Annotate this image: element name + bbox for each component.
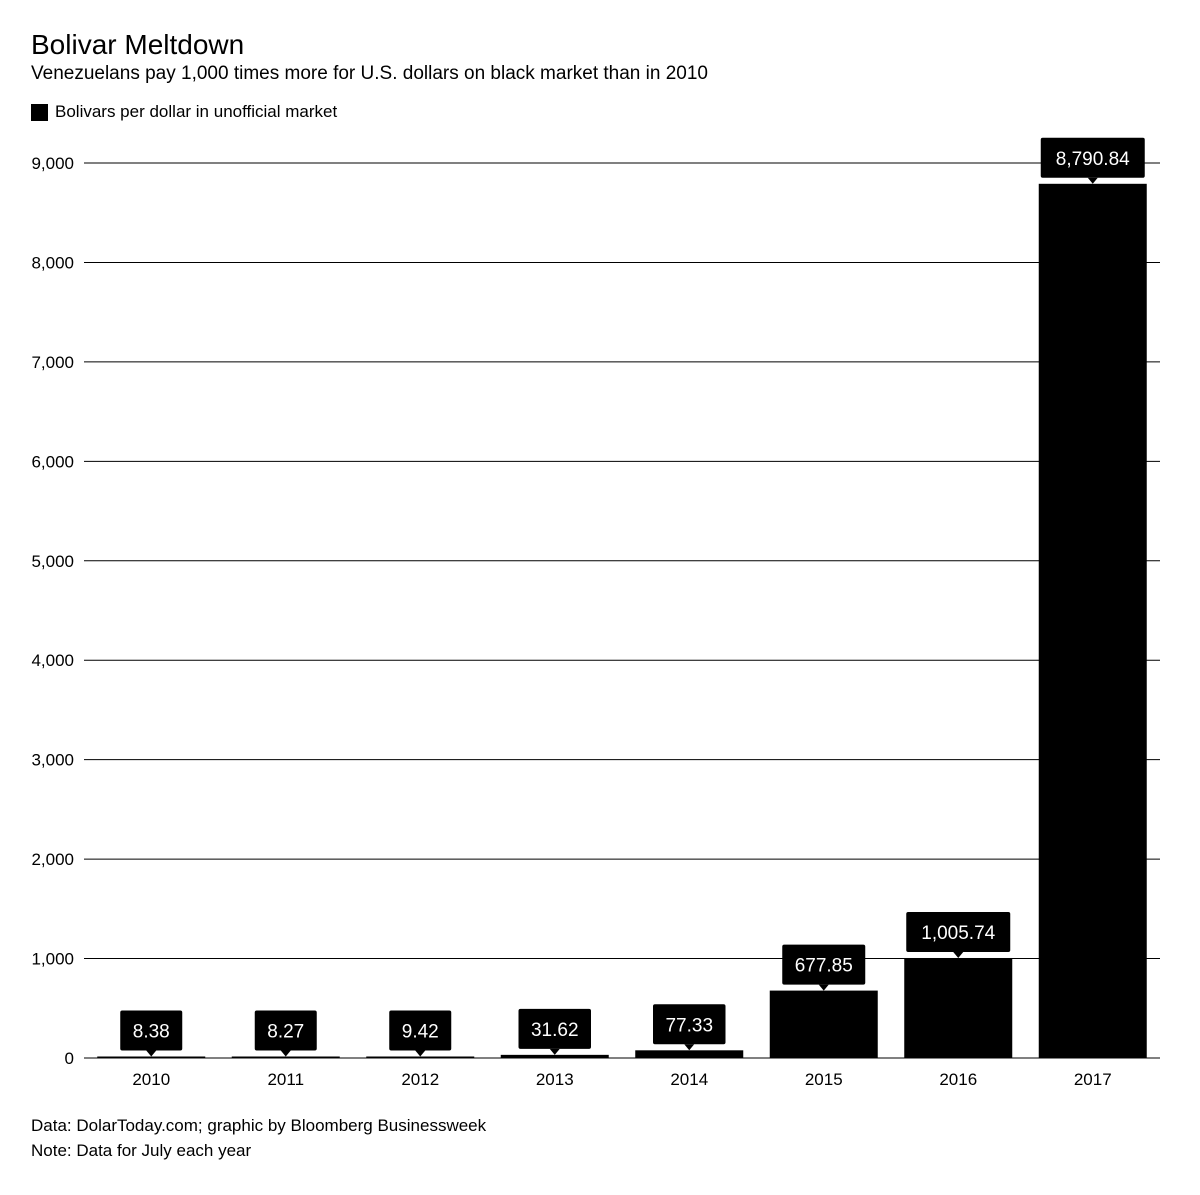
data-label: 8.38	[133, 1022, 170, 1043]
y-tick-label: 3,000	[31, 751, 74, 770]
data-label-pointer	[549, 1048, 560, 1055]
bar	[769, 990, 878, 1058]
y-tick-label: 5,000	[31, 552, 74, 571]
bar	[1038, 183, 1147, 1058]
data-label-pointer	[1087, 177, 1098, 184]
data-label-box	[120, 1010, 183, 1051]
y-tick-label: 9,000	[31, 154, 74, 173]
legend-label: Bolivars per dollar in unofficial market	[55, 102, 338, 121]
bar	[500, 1054, 609, 1058]
data-label: 77.33	[665, 1015, 713, 1036]
data-note: Note: Data for July each year	[31, 1141, 252, 1160]
x-tick-label: 2012	[401, 1070, 439, 1089]
source-note: Data: DolarToday.com; graphic by Bloombe…	[31, 1116, 487, 1135]
data-label-pointer	[818, 984, 829, 991]
x-tick-label: 2010	[132, 1070, 170, 1089]
data-label-box	[782, 944, 866, 985]
data-label: 1,005.74	[921, 923, 995, 944]
data-label-pointer	[684, 1044, 695, 1051]
bar	[904, 957, 1013, 1058]
data-label-box	[518, 1008, 591, 1049]
x-tick-label: 2013	[536, 1070, 574, 1089]
data-label-box	[254, 1010, 317, 1051]
legend-swatch	[31, 103, 48, 121]
y-tick-label: 7,000	[31, 353, 74, 372]
y-tick-label: 2,000	[31, 850, 74, 869]
x-tick-label: 2015	[805, 1070, 843, 1089]
data-label-pointer	[953, 951, 964, 958]
y-tick-label: 0	[65, 1049, 74, 1068]
bar	[231, 1056, 340, 1058]
chart-title: Bolivar Meltdown	[31, 29, 245, 60]
data-label-box	[653, 1004, 726, 1045]
data-label: 9.42	[402, 1022, 439, 1043]
x-tick-label: 2011	[267, 1070, 304, 1089]
data-label-box	[1040, 137, 1145, 178]
bar	[366, 1056, 475, 1058]
legend: Bolivars per dollar in unofficial market	[31, 101, 337, 123]
data-label-pointer	[280, 1050, 291, 1057]
x-tick-label: 2014	[670, 1070, 708, 1089]
bar	[97, 1056, 206, 1058]
data-label: 8.27	[267, 1022, 304, 1043]
data-label-pointer	[146, 1050, 157, 1057]
data-label-pointer	[415, 1050, 426, 1057]
data-label: 31.62	[531, 1020, 579, 1041]
x-tick-label: 2017	[1074, 1070, 1112, 1089]
data-label: 8,790.84	[1056, 149, 1130, 170]
y-tick-label: 6,000	[31, 452, 74, 471]
chart-subtitle: Venezuelans pay 1,000 times more for U.S…	[31, 63, 708, 84]
x-tick-label: 2016	[939, 1070, 977, 1089]
bar	[635, 1050, 744, 1058]
y-tick-label: 8,000	[31, 253, 74, 272]
y-tick-label: 4,000	[31, 651, 74, 670]
y-tick-label: 1,000	[31, 950, 74, 969]
data-label-box	[389, 1010, 452, 1051]
data-label-box	[906, 911, 1011, 952]
data-label: 677.85	[795, 956, 853, 977]
